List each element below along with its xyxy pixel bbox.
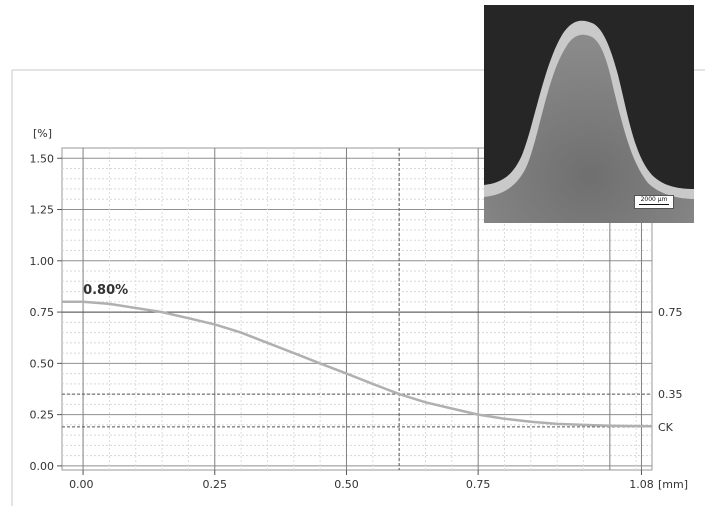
series-line: [62, 300, 653, 428]
y-unit-label: [%]: [33, 127, 52, 140]
y-tick-label: 1.50: [30, 152, 55, 165]
y-tick-label: 1.25: [30, 204, 55, 217]
micrograph-inset: 2000 µm: [484, 5, 694, 223]
x-tick-label: 0.75: [466, 478, 491, 491]
plot-area-border: [61, 147, 653, 471]
y-tick-label: 0.25: [30, 409, 55, 422]
x-tick-label: 1.08: [629, 478, 654, 491]
y-tick-label: 1.00: [30, 255, 55, 268]
x-tick-label: 0.00: [69, 478, 94, 491]
reference-line-label: 0.75: [658, 306, 683, 319]
x-unit-label: [mm]: [658, 478, 688, 491]
value-annotation: 0.80%: [83, 283, 128, 298]
reference-line-label: 0.35: [658, 388, 683, 401]
reference-line-label: CK: [658, 421, 674, 434]
y-tick-label: 0.50: [30, 357, 55, 370]
scale-bar-label: 2000 µm: [640, 196, 668, 203]
x-tick-label: 0.25: [203, 478, 228, 491]
x-tick-label: 0.50: [334, 478, 359, 491]
gear-tooth-micrograph: [484, 5, 694, 223]
scale-bar: 2000 µm: [634, 195, 674, 209]
y-tick-label: 0.75: [30, 306, 55, 319]
y-tick-label: 0.00: [30, 460, 55, 473]
